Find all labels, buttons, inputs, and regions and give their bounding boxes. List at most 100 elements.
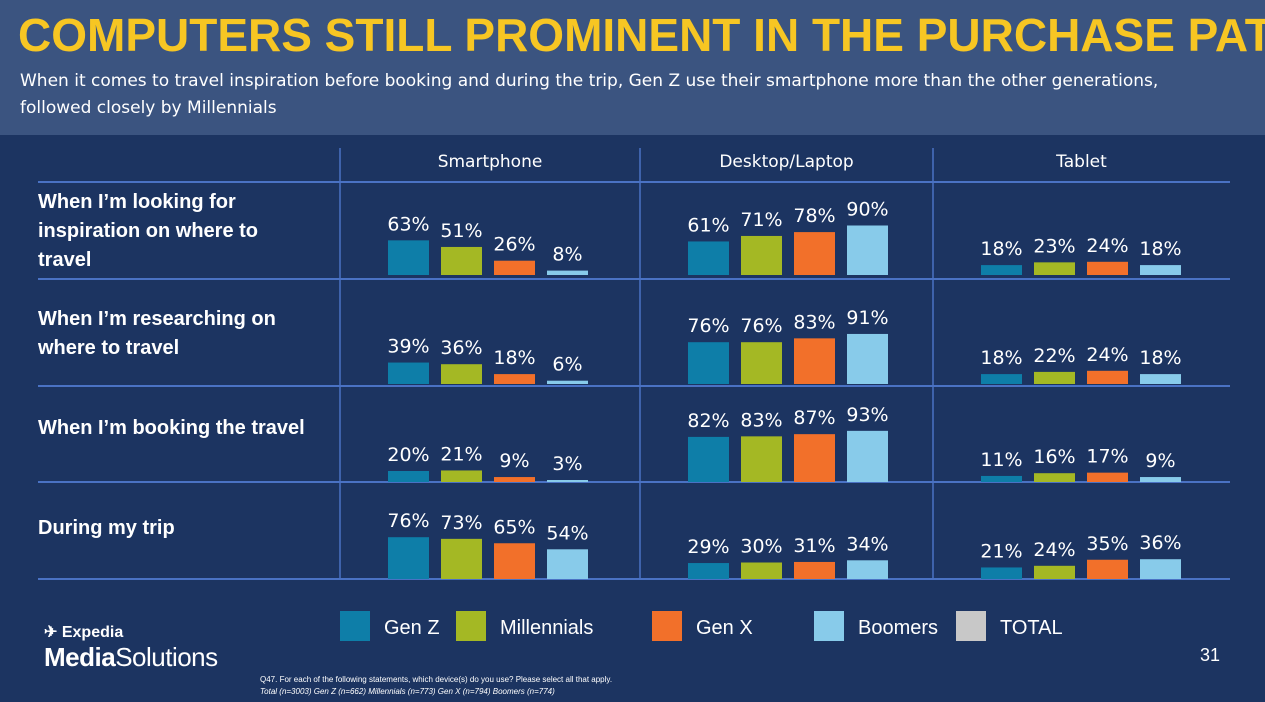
bar-gen-x xyxy=(794,434,835,482)
value-label: 36% xyxy=(1139,532,1181,554)
footnote-question: Q47. For each of the following statement… xyxy=(260,675,613,684)
bar-gen-x xyxy=(494,543,535,579)
row-label-researching: When I’m researching on where to travel xyxy=(38,308,276,359)
value-label: 18% xyxy=(980,238,1022,260)
row-label-booking: When I’m booking the travel xyxy=(38,417,305,439)
bar-boomers xyxy=(847,560,888,579)
bar-gen-z xyxy=(981,374,1022,384)
value-label: 76% xyxy=(687,315,729,337)
bar-millennials xyxy=(741,235,782,275)
expedia-media-solutions-logo: ✈ Expedia MediaSolutions xyxy=(44,616,244,672)
group-header-desktop-laptop: Desktop/Laptop xyxy=(719,152,853,172)
value-label: 17% xyxy=(1086,446,1128,468)
grouped-bar-chart: Smartphone Desktop/Laptop Tablet 63% 51% 26% 8… xyxy=(38,148,1230,580)
value-label: 61% xyxy=(687,214,729,236)
bar-gen-x xyxy=(794,561,835,579)
bar-boomers xyxy=(1140,477,1181,482)
bar-boomers xyxy=(547,549,588,579)
bar-boomers xyxy=(1140,265,1181,275)
legend-label: Gen X xyxy=(696,617,753,639)
value-label: 18% xyxy=(493,347,535,369)
value-label: 9% xyxy=(1145,450,1175,472)
bar-millennials xyxy=(441,246,482,275)
bar-gen-x xyxy=(1087,472,1128,482)
value-label: 51% xyxy=(440,220,482,242)
value-label: 73% xyxy=(440,512,482,534)
bar-millennials xyxy=(741,562,782,579)
value-label: 31% xyxy=(793,535,835,557)
page-title: COMPUTERS STILL PROMINENT IN THE PURCHAS… xyxy=(18,9,1265,61)
value-label: 76% xyxy=(387,510,429,532)
bar-millennials xyxy=(1034,262,1075,275)
value-label: 90% xyxy=(846,199,888,221)
value-label: 83% xyxy=(793,311,835,333)
bar-boomers xyxy=(847,333,888,384)
bar-gen-x xyxy=(794,338,835,384)
legend-swatch xyxy=(652,611,682,641)
bar-gen-z xyxy=(981,265,1022,275)
bar-millennials xyxy=(1034,565,1075,579)
value-label: 24% xyxy=(1086,235,1128,257)
value-label: 71% xyxy=(740,209,782,231)
value-label: 3% xyxy=(552,453,582,475)
legend-swatch xyxy=(340,611,370,641)
bar-boomers xyxy=(847,430,888,482)
bar-boomers xyxy=(547,380,588,384)
bar-boomers xyxy=(1140,374,1181,384)
value-label: 82% xyxy=(687,410,729,432)
bar-millennials xyxy=(441,364,482,384)
bar-millennials xyxy=(441,538,482,579)
value-label: 78% xyxy=(793,205,835,227)
bar-gen-x xyxy=(494,260,535,275)
bar-boomers xyxy=(547,480,588,482)
bar-gen-z xyxy=(688,563,729,579)
bar-gen-x xyxy=(1087,261,1128,275)
bar-gen-x xyxy=(494,374,535,384)
bar-gen-x xyxy=(794,232,835,275)
page-subtitle: When it comes to travel inspiration befo… xyxy=(20,71,1159,118)
page-number: 31 xyxy=(1200,645,1221,665)
bar-gen-z xyxy=(388,362,429,384)
value-label: 18% xyxy=(1139,238,1181,260)
group-header-tablet: Tablet xyxy=(1055,152,1107,172)
value-label: 35% xyxy=(1086,533,1128,555)
bar-millennials xyxy=(741,436,782,482)
value-label: 21% xyxy=(440,443,482,465)
value-label: 22% xyxy=(1033,345,1075,367)
bar-gen-z xyxy=(688,436,729,482)
bar-gen-x xyxy=(494,477,535,482)
legend-swatch xyxy=(814,611,844,641)
value-label: 30% xyxy=(740,536,782,558)
row-label-inspiration: When I’m looking for inspiration on wher… xyxy=(38,191,259,271)
legend-swatch xyxy=(956,611,986,641)
value-label: 36% xyxy=(440,337,482,359)
bar-gen-z xyxy=(388,471,429,482)
value-label: 26% xyxy=(493,234,535,256)
value-label: 87% xyxy=(793,407,835,429)
value-label: 23% xyxy=(1033,235,1075,257)
value-label: 18% xyxy=(980,347,1022,369)
value-label: 63% xyxy=(387,213,429,235)
bar-boomers xyxy=(547,270,588,275)
value-label: 29% xyxy=(687,536,729,558)
value-label: 20% xyxy=(387,444,429,466)
bar-gen-z xyxy=(388,537,429,579)
legend-label: Boomers xyxy=(858,617,939,639)
value-label: 91% xyxy=(846,307,888,329)
value-label: 16% xyxy=(1033,446,1075,468)
legend-swatch xyxy=(456,611,486,641)
bar-boomers xyxy=(847,225,888,275)
value-label: 24% xyxy=(1033,539,1075,561)
value-label: 83% xyxy=(740,409,782,431)
value-label: 11% xyxy=(980,449,1022,471)
header-band: COMPUTERS STILL PROMINENT IN THE PURCHAS… xyxy=(0,0,1265,135)
value-label: 65% xyxy=(493,516,535,538)
bar-millennials xyxy=(441,470,482,482)
group-header-smartphone: Smartphone xyxy=(438,152,543,172)
bar-millennials xyxy=(1034,473,1075,482)
legend-label: TOTAL xyxy=(1000,617,1063,639)
legend-label: Millennials xyxy=(500,617,594,639)
footnote-sample-sizes: Total (n=3003) Gen Z (n=662) Millennials… xyxy=(260,687,555,696)
value-label: 76% xyxy=(740,315,782,337)
value-label: 18% xyxy=(1139,347,1181,369)
